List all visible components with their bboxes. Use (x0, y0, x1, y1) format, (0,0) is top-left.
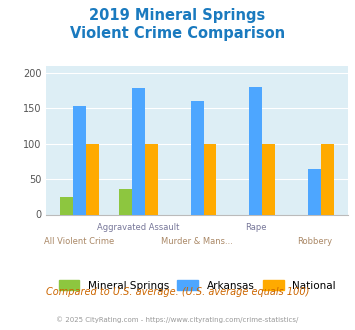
Bar (86, 144, 99, 214)
Bar (60, 197, 73, 214)
Text: Compared to U.S. average. (U.S. average equals 100): Compared to U.S. average. (U.S. average … (46, 287, 309, 297)
Bar (321, 144, 334, 214)
Bar (132, 88, 144, 214)
Bar (250, 86, 262, 214)
Text: Aggravated Assault: Aggravated Assault (97, 223, 179, 232)
Bar (262, 144, 275, 214)
Bar (308, 169, 321, 214)
Bar (73, 106, 86, 214)
Text: © 2025 CityRating.com - https://www.cityrating.com/crime-statistics/: © 2025 CityRating.com - https://www.city… (56, 317, 299, 323)
Text: Rape: Rape (245, 223, 267, 232)
Text: Murder & Mans...: Murder & Mans... (161, 237, 233, 246)
Text: Violent Crime Comparison: Violent Crime Comparison (70, 26, 285, 41)
Bar (144, 144, 158, 214)
Text: 2019 Mineral Springs: 2019 Mineral Springs (89, 8, 266, 23)
Bar (191, 101, 203, 214)
Bar (203, 144, 217, 214)
Legend: Mineral Springs, Arkansas, National: Mineral Springs, Arkansas, National (54, 276, 340, 295)
Text: Robbery: Robbery (297, 237, 332, 246)
Bar (119, 189, 132, 214)
Text: All Violent Crime: All Violent Crime (44, 237, 114, 246)
